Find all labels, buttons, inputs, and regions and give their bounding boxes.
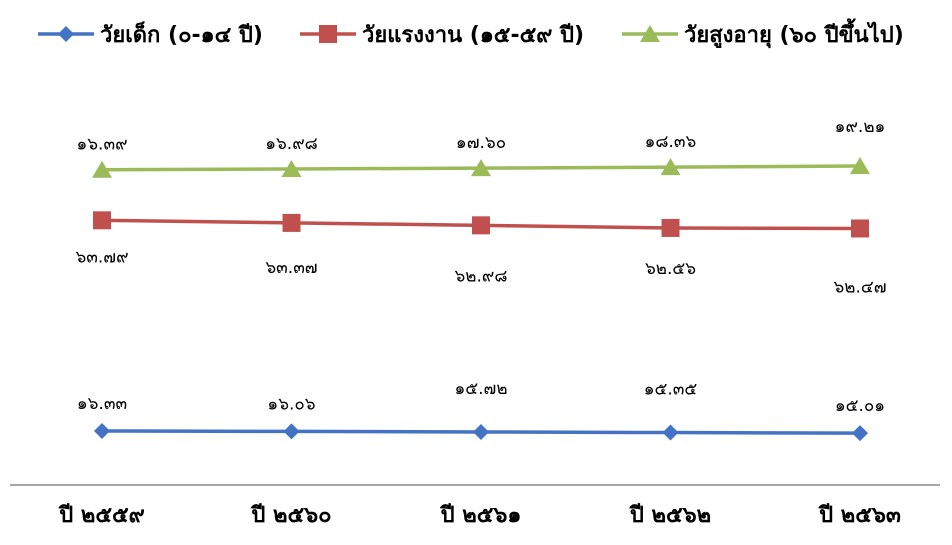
series-2-data-label: ๖๓.๓๗	[265, 258, 317, 278]
series-3-data-label: ๑๙.๒๑	[835, 117, 886, 137]
series-2-point	[851, 219, 869, 238]
series-3-data-label: ๑๗.๖๐	[456, 133, 506, 153]
series-2-data-label: ๖๒.๕๖	[645, 259, 696, 279]
series-1-data-label: ๑๕.๐๑	[835, 396, 885, 416]
x-tick-label: ปี ๒๕๕๙	[58, 503, 145, 528]
legend-entry-2: วัยแรงงาน (๑๕-๕๙ ปี)	[300, 23, 584, 48]
legend: วัยเด็ก (๐-๑๔ ปี) วัยแรงงาน (๑๕-๕๙ ปี) วัย…	[38, 18, 904, 49]
x-tick-label: ปี ๒๕๖๓	[818, 503, 901, 528]
x-tick-label: ปี ๒๕๖๑	[439, 503, 521, 528]
series-1-point	[662, 424, 679, 441]
series-2-point	[282, 213, 301, 232]
series-2-data-label: ๖๓.๗๙	[75, 247, 128, 267]
series-1-data-label: ๑๖.๓๓	[77, 394, 127, 414]
series-1-data-label: ๑๕.๗๒	[454, 379, 507, 399]
x-tick-label: ปี ๒๕๖๒	[629, 503, 711, 528]
legend-entry-1: วัยเด็ก (๐-๑๔ ปี)	[38, 20, 263, 48]
x-tick-label: ปี ๒๕๖๐	[250, 503, 331, 528]
series-2-data-label: ๖๒.๔๗	[833, 277, 886, 297]
series-3-point	[660, 158, 681, 176]
series-1-data-label: ๑๖.๐๖	[267, 394, 315, 414]
series-1-point	[283, 423, 300, 440]
series-3-data-label: ๑๘.๓๖	[645, 132, 697, 152]
legend-label: วัยแรงงาน (๑๕-๕๙ ปี)	[362, 23, 584, 48]
series-3-point	[92, 160, 112, 178]
legend-label: วัยเด็ก (๐-๑๔ ปี)	[100, 20, 263, 48]
series-2-data-label: ๖๒.๙๘	[455, 266, 508, 286]
legend-swatch-marker	[319, 25, 337, 43]
series-3-point	[281, 159, 302, 177]
series-2-point	[661, 218, 680, 237]
series-3-point	[471, 159, 491, 177]
series-3: ๑๖.๓๙ ๑๖.๙๘ ๑๗.๖๐ ๑๘.๓๖ ๑๙.๒๑	[76, 117, 885, 178]
legend-entry-3: วัยสูงอายุ (๖๐ ปีขึ้นไป)	[622, 18, 904, 49]
series-1-data-label: ๑๕.๓๕	[644, 380, 698, 400]
series-3-data-label: ๑๖.๙๘	[265, 134, 318, 154]
series-3-data-label: ๑๖.๓๙	[76, 135, 127, 155]
series-3-point	[850, 157, 870, 175]
series-2-point	[93, 211, 111, 230]
legend-swatch-marker	[640, 25, 660, 42]
series-2-point	[472, 216, 490, 235]
series-1-point	[852, 425, 868, 442]
series-1-point	[94, 422, 110, 439]
legend-swatch-marker	[58, 26, 74, 42]
series-1-point	[473, 423, 489, 440]
legend-label: วัยสูงอายุ (๖๐ ปีขึ้นไป)	[684, 18, 904, 49]
x-axis-ticks: ปี ๒๕๕๙ ปี ๒๕๖๐ ปี ๒๕๖๑ ปี ๒๕๖๒ ปี ๒๕๖๓	[58, 503, 901, 528]
